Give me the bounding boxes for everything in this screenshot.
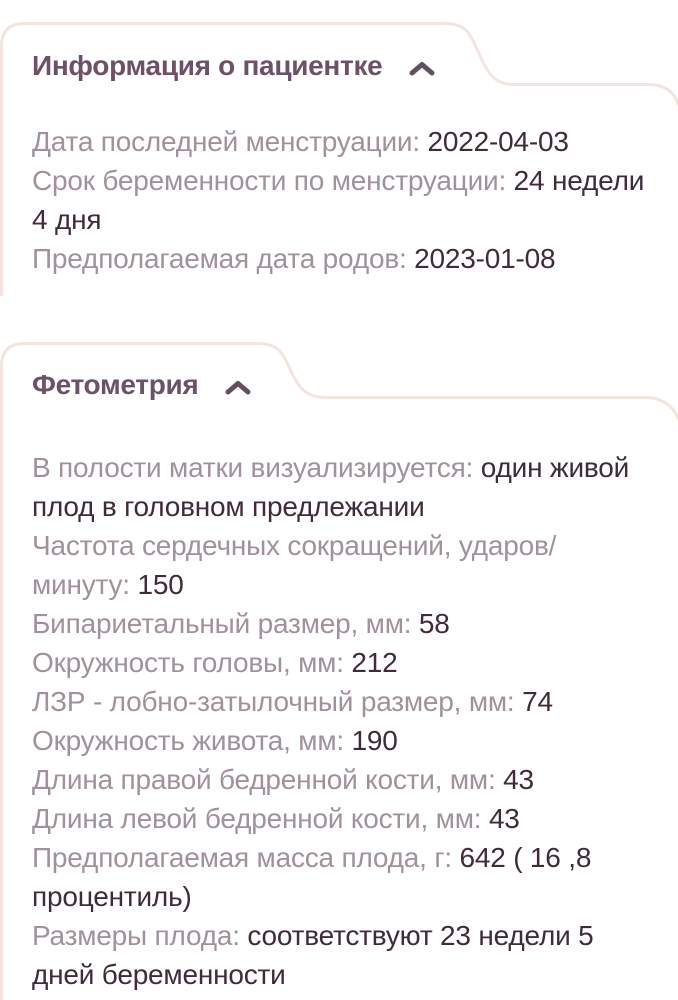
field-label: Окружность головы, мм: — [32, 647, 344, 678]
field-row: Срок беременности по менструации: 24 нед… — [32, 161, 645, 239]
field-row: Бипариетальный размер, мм: 58 — [32, 604, 645, 643]
field-label: В полости матки визуализируется: — [32, 452, 474, 483]
field-row: Окружность головы, мм: 212 — [32, 643, 645, 682]
field-label: Предполагаемая масса плода, г: — [32, 842, 452, 873]
fetometry-content: В полости матки визуализируется: один жи… — [32, 448, 645, 994]
field-row: ЛЗР - лобно-затылочный размер, мм: 74 — [32, 682, 645, 721]
field-value: 58 — [418, 608, 450, 639]
field-label: Бипариетальный размер, мм: — [32, 608, 412, 639]
field-value: 24 недели 4 дня — [32, 165, 645, 235]
field-value: 642 ( 16 ,8 процентиль) — [32, 842, 592, 912]
field-label: Предполагаемая дата родов: — [32, 243, 407, 274]
field-row: Окружность живота, мм: 190 — [32, 721, 645, 760]
field-label: Длина правой бедренной кости, мм: — [32, 764, 496, 795]
field-label: Длина левой бедренной кости, мм: — [32, 803, 482, 834]
chevron-up-icon[interactable] — [224, 379, 252, 396]
field-label: ЛЗР - лобно-затылочный размер, мм: — [32, 686, 515, 717]
section-header-fetometry[interactable]: Фетометрия — [32, 366, 252, 404]
field-value: 190 — [351, 725, 398, 756]
field-row: Предполагаемая масса плода, г: 642 ( 16 … — [32, 838, 645, 916]
fetometry-card-outline — [0, 342, 678, 1000]
field-value: 43 — [488, 803, 520, 834]
field-value: 150 — [137, 569, 184, 600]
field-label: Частота сердечных сокращений, ударов/мин… — [32, 530, 557, 600]
patient-info-content: Дата последней менструации: 2022-04-03 С… — [32, 122, 645, 278]
field-row: Дата последней менструации: 2022-04-03 — [32, 122, 645, 161]
field-value: 2023-01-08 — [414, 243, 556, 274]
field-label: Дата последней менструации: — [32, 126, 420, 157]
section-title: Информация о пациентке — [32, 50, 383, 81]
field-value: 2022-04-03 — [427, 126, 569, 157]
field-value: 43 — [503, 764, 534, 795]
field-row: Размеры плода: соответствуют 23 недели 5… — [32, 916, 645, 994]
section-title: Фетометрия — [32, 369, 199, 400]
patient-info-card-outline — [0, 22, 678, 297]
field-row: Предполагаемая дата родов: 2023-01-08 — [32, 239, 645, 278]
field-value: соответствуют 23 недели 5 дней беременно… — [32, 920, 594, 990]
section-header-patient-info[interactable]: Информация о пациентке — [32, 47, 436, 85]
field-row: Длина правой бедренной кости, мм: 43 — [32, 760, 645, 799]
field-value: 74 — [522, 686, 553, 717]
field-value: один живой плод в головном предлежании — [32, 452, 630, 522]
field-value: 212 — [351, 647, 398, 678]
field-label: Размеры плода: — [32, 920, 240, 951]
field-row: Длина левой бедренной кости, мм: 43 — [32, 799, 645, 838]
field-row: В полости матки визуализируется: один жи… — [32, 448, 645, 526]
field-row: Частота сердечных сокращений, ударов/мин… — [32, 526, 645, 604]
field-label: Срок беременности по менструации: — [32, 165, 507, 196]
chevron-up-icon[interactable] — [408, 60, 436, 77]
field-label: Окружность живота, мм: — [32, 725, 344, 756]
